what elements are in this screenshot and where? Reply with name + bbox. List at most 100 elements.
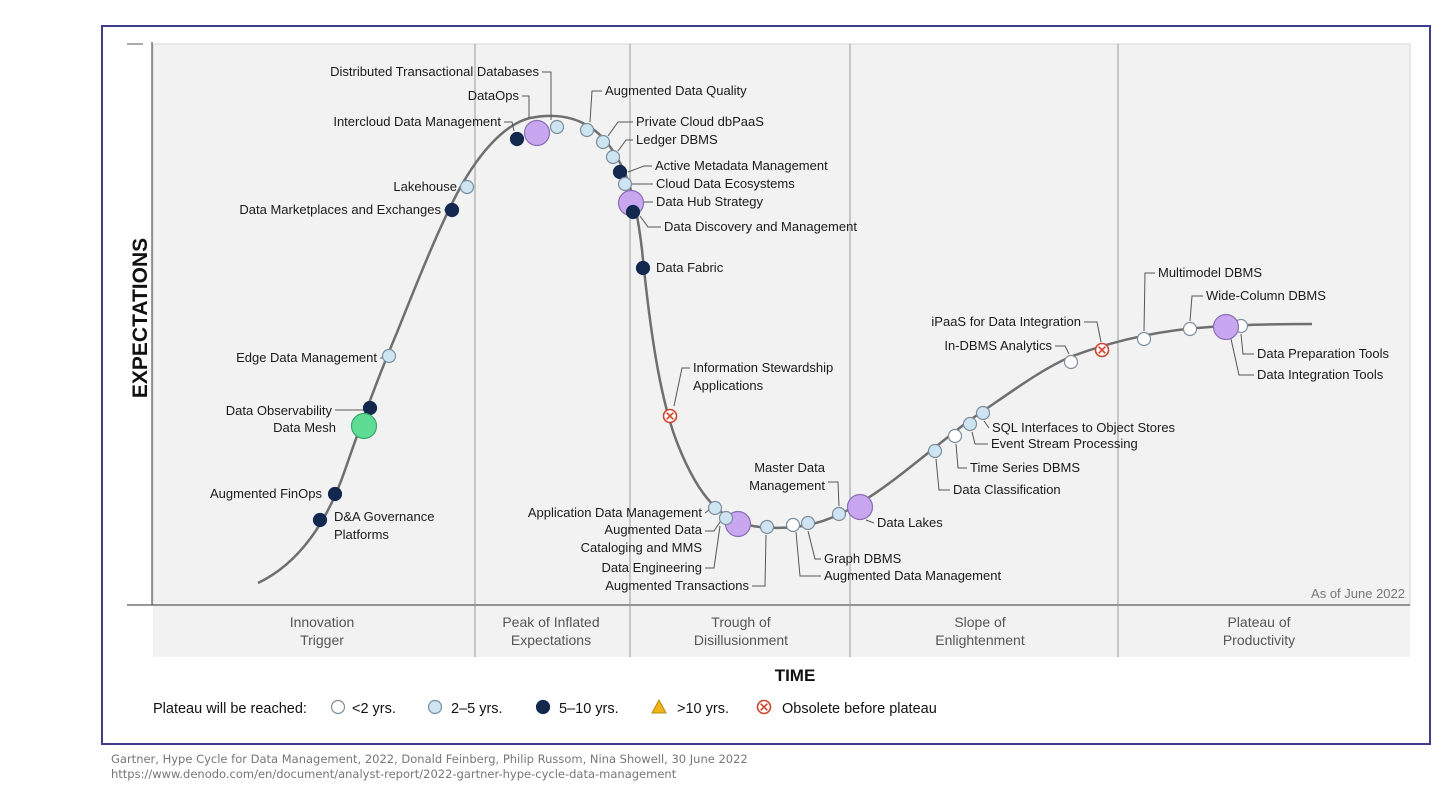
leader-distributed-transactional-databases: [542, 71, 552, 120]
label-active-metadata-management: Active Metadata Management: [655, 158, 828, 173]
leader-information-stewardship-applications: [673, 367, 690, 407]
marker-private-cloud-dbpaas: [595, 134, 611, 150]
plot-area: [153, 44, 1410, 605]
label-in-dbms-analytics: In-DBMS Analytics: [944, 338, 1052, 353]
source-caption: Gartner, Hype Cycle for Data Management,…: [111, 752, 748, 782]
label-master-data-management: Master Data Management: [749, 460, 826, 493]
label-data-observability: Data Observability: [226, 403, 333, 418]
leader-graph-dbms: [807, 530, 821, 560]
phase-label-innovation-trigger: Innovation Trigger: [290, 614, 355, 648]
leader-ledger-dbms: [617, 139, 633, 152]
leader-data-classification: [935, 458, 950, 491]
marker-information-stewardship-applications: [662, 408, 678, 424]
phase-label-slope: Slope of Enlightenment: [935, 614, 1025, 648]
label-augmented-finops: Augmented FinOps: [210, 486, 323, 501]
leader-multimodel-dbms: [1143, 272, 1155, 332]
hype-curve: [257, 114, 1313, 585]
label-ipaas-for-data-integration: iPaaS for Data Integration: [931, 314, 1081, 329]
marker-in-dbms-analytics: [1063, 354, 1079, 370]
label-information-stewardship-applications: Information Stewardship Applications: [693, 360, 833, 393]
marker-event-stream-processing: [962, 416, 978, 432]
label-lakehouse: Lakehouse: [393, 179, 457, 194]
label-intercloud-data-management: Intercloud Data Management: [333, 114, 501, 129]
marker-data-observability: [362, 400, 378, 416]
label-dataops: DataOps: [468, 88, 520, 103]
leader-application-data-management: [704, 509, 710, 514]
leader-data-engineering: [705, 525, 721, 569]
marker-master-data-management: [831, 506, 847, 522]
marker-augmented-transactions: [759, 519, 775, 535]
leader-intercloud-data-management: [504, 121, 515, 132]
marker-data-classification: [927, 443, 943, 459]
legend-symbol-obsolete: [756, 699, 772, 715]
label-data-integration-tools: Data Integration Tools: [1257, 367, 1384, 382]
phase-label-plateau: Plateau of Productivity: [1223, 614, 1295, 648]
marker-cloud-data-ecosystems: [617, 176, 633, 192]
label-application-data-management: Application Data Management: [528, 505, 703, 520]
label-cloud-data-ecosystems: Cloud Data Ecosystems: [656, 176, 795, 191]
marker-time-series-dbms: [947, 428, 963, 444]
label-data-preparation-tools: Data Preparation Tools: [1257, 346, 1390, 361]
marker-danda-governance-platforms: [312, 512, 328, 528]
marker-data-mesh: [350, 412, 378, 440]
marker-graph-dbms: [785, 517, 801, 533]
technology-markers: [312, 119, 1249, 538]
marker-augmented-data-management: [800, 515, 816, 531]
legend-item-gt10: >10 yrs.: [651, 698, 729, 717]
label-distributed-transactional-databases: Distributed Transactional Databases: [330, 64, 539, 79]
label-data-fabric: Data Fabric: [656, 260, 724, 275]
legend-item-obsolete: Obsolete before plateau: [756, 699, 937, 717]
marker-edge-data-management: [381, 348, 397, 364]
leader-sql-interfaces-to-object-stores: [983, 420, 990, 429]
leader-wide-column-dbms: [1189, 295, 1203, 322]
legend-item-5to10: 5–10 yrs.: [535, 699, 619, 717]
x-axis-title: TIME: [775, 666, 816, 685]
leader-data-discovery-and-management: [639, 215, 661, 228]
legend-label-2to5: 2–5 yrs.: [451, 701, 503, 717]
phase-dividers: [474, 44, 1119, 657]
label-danda-governance-platforms: D&A Governance Platforms: [334, 509, 434, 542]
marker-data-engineering: [718, 510, 734, 526]
label-graph-dbms: Graph DBMS: [824, 551, 902, 566]
legend-title: Plateau will be reached:: [153, 701, 307, 717]
marker-intercloud-data-management: [509, 131, 525, 147]
label-multimodel-dbms: Multimodel DBMS: [1158, 265, 1262, 280]
phase-band: [153, 605, 1410, 657]
y-axis-title: EXPECTATIONS: [129, 238, 152, 398]
legend-symbol-lt2: [330, 699, 346, 715]
label-augmented-data-management: Augmented Data Management: [824, 568, 1001, 583]
label-data-mesh: Data Mesh: [273, 420, 336, 435]
label-augmented-data-quality: Augmented Data Quality: [605, 83, 747, 98]
source-citation: Gartner, Hype Cycle for Data Management,…: [111, 752, 748, 766]
leader-augmented-data-cataloging-and-mms: [705, 518, 723, 532]
marker-augmented-data-quality: [579, 122, 595, 138]
marker-data-integration-tools: [1212, 313, 1240, 341]
label-private-cloud-dbpaas: Private Cloud dbPaaS: [636, 114, 764, 129]
marker-distributed-transactional-databases: [549, 119, 565, 135]
legend-item-lt2: <2 yrs.: [330, 699, 396, 717]
label-sql-interfaces-to-object-stores: SQL Interfaces to Object Stores: [992, 420, 1176, 435]
technology-labels: Distributed Transactional Databases DataO…: [210, 64, 1390, 593]
marker-active-metadata-management: [612, 164, 628, 180]
label-ledger-dbms: Ledger DBMS: [636, 132, 718, 147]
marker-wide-column-dbms: [1182, 321, 1198, 337]
marker-ipaas-for-data-integration: [1094, 342, 1110, 358]
marker-dataops: [523, 119, 551, 147]
label-data-classification: Data Classification: [953, 482, 1061, 497]
leader-time-series-dbms: [955, 443, 967, 469]
as-of-date: As of June 2022: [1311, 586, 1405, 601]
legend-label-lt2: <2 yrs.: [352, 701, 396, 717]
label-data-marketplaces-and-exchanges: Data Marketplaces and Exchanges: [239, 202, 441, 217]
leader-master-data-management: [828, 481, 840, 507]
leader-in-dbms-analytics: [1055, 345, 1070, 355]
phase-label-trough: Trough of Disillusionment: [694, 614, 788, 648]
marker-augmented-finops: [327, 486, 343, 502]
source-url[interactable]: https://www.denodo.com/en/document/analy…: [111, 767, 677, 781]
leader-data-preparation-tools: [1240, 333, 1254, 355]
marker-data-lakes: [846, 493, 874, 521]
label-data-lakes: Data Lakes: [877, 515, 943, 530]
label-time-series-dbms: Time Series DBMS: [970, 460, 1080, 475]
leader-dataops: [522, 95, 530, 118]
leader-ipaas-for-data-integration: [1084, 321, 1102, 343]
